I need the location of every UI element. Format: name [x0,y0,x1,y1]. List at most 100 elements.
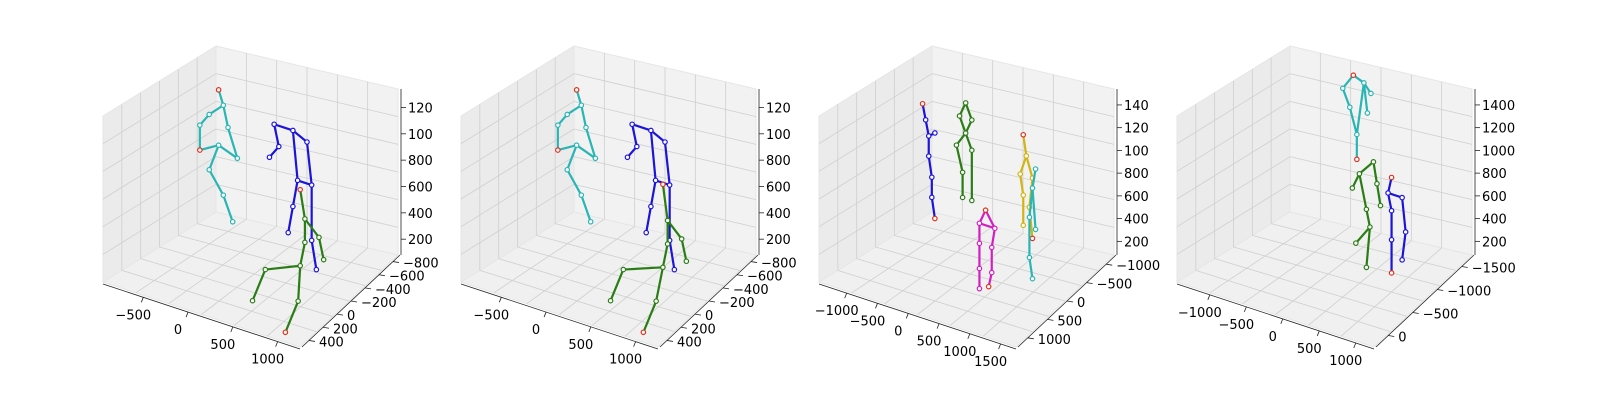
skeleton-joint [220,192,227,198]
skeleton-joint [1399,194,1405,201]
z-tick-label: 600 [1482,190,1507,205]
skeleton-joint [555,122,561,128]
skeleton-bone [291,179,299,208]
z-tick-label: 140 [1124,99,1149,114]
grid-line [460,73,575,145]
grid-line [460,100,575,172]
skeleton-joint [925,153,932,159]
skeleton-bone [1022,133,1028,158]
skeleton-1 [919,100,938,222]
y-tick [364,287,372,290]
grid-line [479,269,675,333]
skeleton-bone [1019,172,1025,197]
skeleton-joint [653,298,659,304]
skeleton-bone [251,268,267,302]
skeleton-bone [668,239,676,271]
skeleton-joint [662,139,668,145]
y-tick [1086,282,1093,284]
grid-line [818,156,933,228]
x-tick [633,341,636,347]
skeleton-bone [927,155,933,179]
y-tick [308,340,316,342]
skeleton-bone [964,131,973,152]
x-tick-label: −1000 [1178,306,1222,321]
z-tick-label: 800 [1124,167,1149,182]
skeleton-joint [1347,104,1353,111]
skeleton-bone [661,242,669,269]
grid-line [931,156,1115,201]
skeleton-joint [988,269,995,276]
skeleton-joint [285,229,292,236]
skeleton-joint [1032,166,1039,172]
skeleton-joint [583,124,589,131]
skeleton-joint [962,100,969,106]
skeleton-joint [664,217,671,224]
skeleton-bone [666,219,683,241]
skeleton-joint [976,240,983,247]
z-tick-label: 400 [1124,213,1149,228]
y-tick-label: 500 [1057,314,1082,329]
y-tick [1412,312,1419,314]
skeleton-joint [316,234,322,241]
skeleton-joint [982,207,989,213]
skeleton-joint [1354,156,1360,163]
skeleton-joint [304,139,310,145]
y-tick-label: −400 [375,283,411,298]
skeleton-bone [1386,191,1393,212]
skeleton-bone [622,266,665,271]
skeleton-joint [959,169,966,176]
skeleton-bone [930,196,936,220]
y-tick-label: 0 [1398,331,1406,346]
skeleton-bone [291,129,299,182]
x-tick [230,326,234,332]
grid-line [197,223,382,271]
grid-line [573,156,757,201]
skeleton-joint [932,130,938,136]
skeleton-joint [308,237,315,244]
skeleton-bone [291,129,309,144]
skeleton-joint [1377,202,1384,209]
x-tick [1243,306,1247,313]
skeleton-bone [984,209,996,230]
skeleton-bone [198,144,220,152]
skeleton-joint [206,166,213,173]
grid-line [894,234,1082,287]
skeleton-bone [955,144,964,174]
skeleton-joint [969,147,975,153]
skeleton-joint [555,147,561,153]
skeleton-joint [564,111,571,118]
skeleton-2 [953,100,975,204]
grid-line [1233,246,1424,302]
skeleton-bone [299,188,307,220]
skeleton-joint [1364,110,1371,116]
skeleton-bone [299,241,307,267]
skeleton-joint [215,142,222,148]
grid-line [460,156,575,228]
grid-line [102,183,217,255]
grid-line [1195,269,1391,333]
y-tick-label: −500 [1423,308,1459,323]
skeleton-joint [1029,185,1036,191]
y-tick [1027,337,1034,340]
y-tick-label: 400 [319,335,344,350]
skeleton-bone [208,144,220,171]
skeleton-joint [1356,170,1363,177]
skeleton-bone [1354,225,1372,245]
x-tick [498,297,502,303]
skeleton-joint [573,142,580,148]
skeleton-joint [678,236,685,242]
skeleton-joint [666,182,673,188]
x-tick [844,292,848,299]
x-tick [998,343,1001,350]
skeleton-joint [976,220,983,227]
y-tick-label: −200 [719,296,755,311]
z-tick-label: 200 [1482,235,1507,250]
skeleton-bone [990,227,996,249]
skeleton-joint [922,117,929,123]
grid-line [215,73,399,118]
skeleton-bone [1358,172,1368,211]
skeleton-joint [607,297,614,304]
skeleton-joint [592,155,599,162]
skeleton-joint [1026,254,1033,261]
grid-line [1176,73,1291,145]
